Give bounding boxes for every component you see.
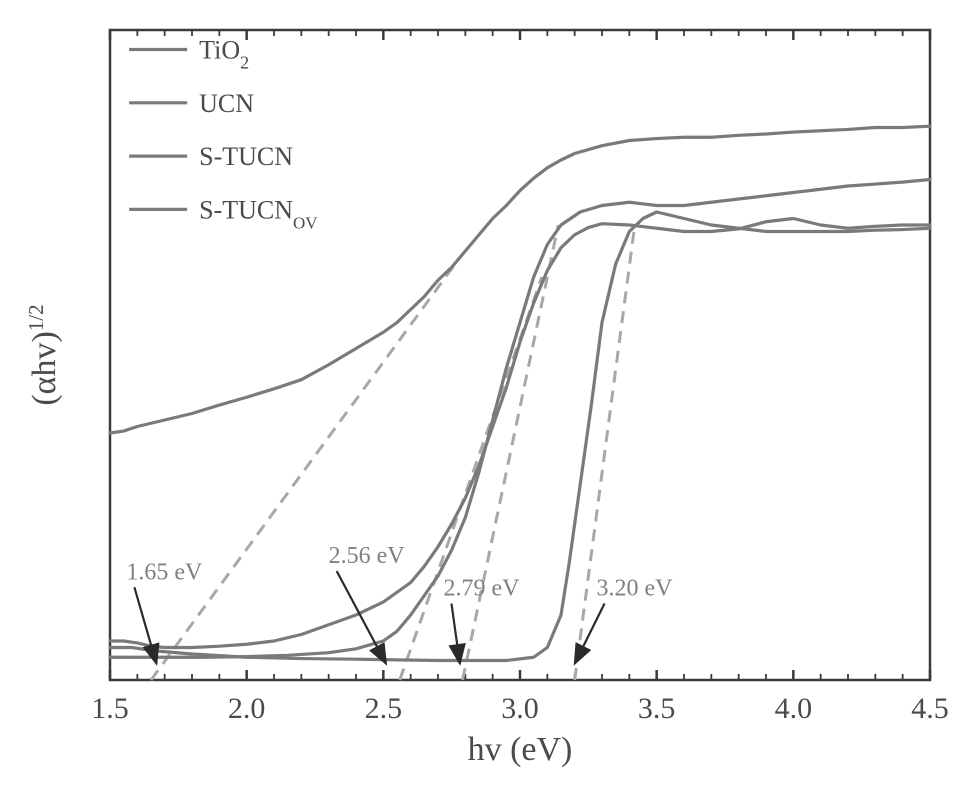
bandgap-3p20-arrow [575, 604, 605, 664]
xtick-label: 1.5 [91, 692, 129, 725]
bandgap-2p56-label: 2.56 eV [329, 543, 406, 569]
y-axis-label: (αhv)1/2 [24, 304, 63, 405]
xtick-label: 4.5 [911, 692, 949, 725]
x-axis-label: hv (eV) [468, 731, 573, 768]
xtick-label: 3.5 [638, 692, 676, 725]
legend-label-S-TUCNov: S-TUCNOV [199, 196, 318, 233]
bandgap-2p79-label: 2.79 eV [443, 576, 520, 602]
series-S-TUCN [110, 219, 930, 648]
tauc-plot-chart: 1.5 2.0 2.5 3.0 3.5 4.0 4.5 hv (eV) (αhv)1/2 1.65… [0, 0, 967, 800]
bandgap-1p65-arrow [134, 587, 156, 664]
bandgap-1p65-label: 1.65 eV [126, 559, 203, 585]
xtick-label: 4.0 [775, 692, 813, 725]
plot-frame [110, 30, 930, 680]
y-axis-label-group: (αhv)1/2 [24, 304, 63, 405]
bandgap-3p20-label: 3.20 eV [597, 576, 674, 602]
series-S-TUCNov [110, 126, 930, 433]
xtick-label: 2.0 [228, 692, 266, 725]
legend-label-S-TUCN: S-TUCN [199, 142, 293, 171]
series-TiO2 [110, 212, 930, 661]
legend-label-TiO2: TiO2 [199, 36, 249, 73]
legend-label-UCN: UCN [199, 89, 254, 118]
xtick-label: 2.5 [365, 692, 403, 725]
series-UCN [110, 180, 930, 658]
tangent-stucnov [151, 258, 460, 681]
xtick-label: 3.0 [501, 692, 539, 725]
bandgap-2p79-arrow [451, 604, 459, 664]
tangent-ucn [463, 225, 559, 680]
